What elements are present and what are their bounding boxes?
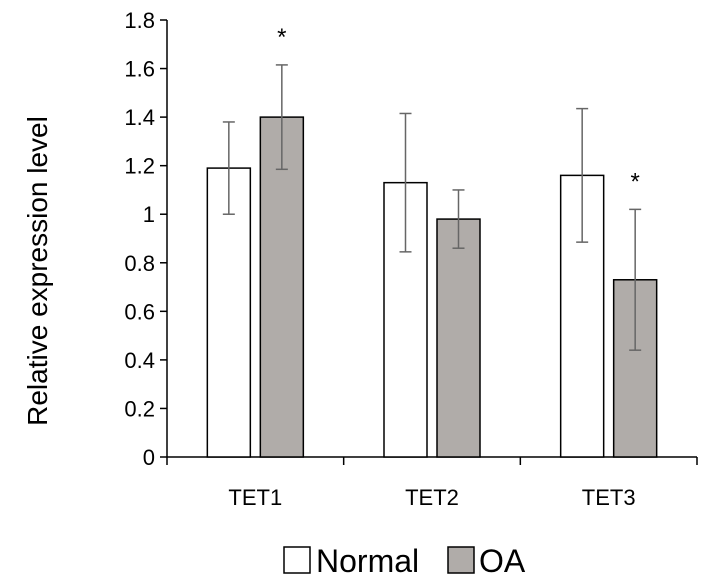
legend-label-normal: Normal [316, 543, 419, 579]
significance-markers: ** [277, 24, 640, 195]
x-tick-label: TET2 [405, 485, 459, 510]
x-tick-label: TET1 [228, 485, 282, 510]
y-tick-label: 0.4 [124, 348, 155, 373]
x-axis: TET1 TET2 TET3 [166, 456, 698, 510]
y-tick-label: 0.6 [124, 299, 155, 324]
y-tick-label: 1.4 [124, 105, 155, 130]
bar-normal [559, 174, 605, 458]
y-tick-label: 0.8 [124, 251, 155, 276]
y-tick-label: 1.6 [124, 57, 155, 82]
significance-marker: * [277, 24, 286, 51]
y-tick-label: 1.2 [124, 154, 155, 179]
x-tick-label: TET3 [582, 485, 636, 510]
legend: Normal OA [283, 543, 526, 579]
y-tick-label: 1.8 [124, 8, 155, 33]
significance-marker: * [630, 168, 639, 195]
error-bars [222, 64, 642, 351]
legend-swatch-normal [283, 546, 311, 574]
bar-oa [259, 116, 305, 458]
legend-swatch-oa [447, 546, 475, 574]
y-tick-label: 0 [143, 445, 155, 470]
bar-oa [436, 218, 481, 458]
y-axis: 0 0.2 0.4 0.6 0.8 1 1.2 1.4 1.6 1.8 [124, 8, 168, 470]
bars [206, 116, 658, 458]
y-axis-label: Relative expression level [22, 116, 53, 426]
y-tick-label: 0.2 [124, 396, 155, 421]
legend-label-oa: OA [479, 543, 526, 579]
bar-normal [206, 167, 252, 458]
y-tick-label: 1 [143, 202, 155, 227]
